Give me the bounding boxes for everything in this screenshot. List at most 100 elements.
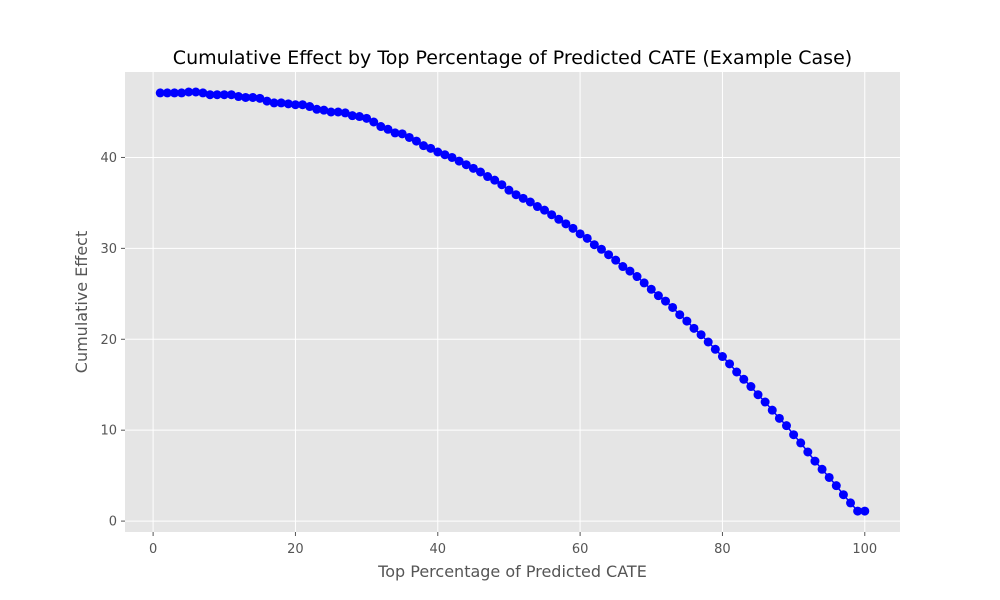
y-tick-label: 30: [100, 242, 117, 257]
x-tick-label: 100: [852, 542, 877, 557]
plot-area: [125, 72, 900, 532]
data-point: [376, 122, 386, 132]
data-point: [490, 175, 500, 185]
series-markers: [155, 87, 870, 516]
data-point: [753, 390, 763, 400]
data-point: [333, 107, 343, 117]
data-point: [525, 197, 535, 207]
data-point: [682, 316, 692, 326]
data-point: [483, 172, 493, 182]
data-point: [162, 88, 172, 98]
y-tick-label: 20: [100, 333, 117, 348]
data-point: [447, 152, 457, 162]
data-point: [340, 108, 350, 118]
data-point: [155, 88, 165, 98]
chart-title: Cumulative Effect by Top Percentage of P…: [173, 47, 852, 69]
data-point: [532, 202, 542, 212]
x-axis-label: Top Percentage of Predicted CATE: [377, 562, 647, 581]
data-point: [653, 291, 663, 301]
data-point: [248, 92, 258, 102]
data-point: [411, 136, 421, 146]
data-point: [276, 98, 286, 108]
data-point: [404, 132, 414, 142]
data-point: [561, 219, 571, 229]
data-point: [362, 113, 372, 123]
x-tick-label: 20: [287, 542, 304, 557]
x-tick-label: 60: [572, 542, 589, 557]
data-point: [290, 100, 300, 110]
data-point: [184, 87, 194, 97]
data-point: [205, 90, 215, 100]
data-point: [397, 129, 407, 139]
data-point: [661, 296, 671, 306]
data-point: [461, 160, 471, 170]
data-point: [675, 310, 685, 320]
data-point: [169, 88, 179, 98]
data-point: [212, 90, 222, 100]
data-point: [383, 124, 393, 134]
data-point: [518, 193, 528, 203]
data-point: [440, 150, 450, 160]
y-tick-label: 0: [109, 515, 117, 530]
data-point: [547, 210, 557, 220]
data-point: [717, 352, 727, 362]
data-point: [468, 163, 478, 173]
data-point: [689, 323, 699, 333]
data-point: [326, 107, 336, 117]
data-point: [725, 359, 735, 369]
data-point: [298, 100, 308, 110]
data-point: [668, 302, 678, 312]
data-point: [582, 233, 592, 243]
data-point: [319, 105, 329, 115]
data-point: [234, 92, 244, 102]
data-point: [860, 506, 870, 516]
data-point: [390, 128, 400, 138]
data-point: [710, 344, 720, 354]
data-point: [475, 167, 485, 177]
data-point: [269, 98, 279, 108]
data-point: [568, 223, 578, 233]
data-point: [262, 96, 272, 106]
data-point: [639, 278, 649, 288]
data-point: [767, 405, 777, 415]
data-point: [618, 262, 628, 272]
data-point: [796, 438, 806, 448]
data-point: [611, 255, 621, 265]
data-point: [789, 430, 799, 440]
data-point: [504, 185, 514, 195]
data-point: [746, 382, 756, 392]
x-tick-label: 0: [149, 542, 157, 557]
data-point: [846, 498, 856, 508]
data-point: [853, 506, 863, 516]
data-point: [589, 240, 599, 250]
data-point: [454, 156, 464, 166]
data-point: [732, 367, 742, 377]
data-point: [604, 250, 614, 260]
data-point: [817, 464, 827, 474]
data-point: [810, 456, 820, 466]
data-point: [703, 337, 713, 347]
data-point: [191, 87, 201, 97]
data-point: [241, 92, 251, 102]
data-point: [305, 102, 315, 112]
data-point: [625, 266, 635, 276]
data-point: [803, 447, 813, 457]
data-point: [283, 99, 293, 109]
data-point: [198, 88, 208, 98]
data-point: [347, 111, 357, 121]
data-point: [838, 490, 848, 500]
data-point: [433, 147, 443, 157]
data-point: [554, 214, 564, 224]
x-tick-label: 80: [714, 542, 731, 557]
data-point: [419, 141, 429, 151]
y-tick-label: 10: [100, 424, 117, 439]
data-point: [831, 481, 841, 491]
data-point: [255, 93, 265, 103]
x-tick-label: 40: [430, 542, 447, 557]
data-point: [177, 88, 187, 98]
data-point: [426, 143, 436, 153]
data-point: [646, 284, 656, 294]
data-point: [824, 472, 834, 482]
data-point: [219, 90, 229, 100]
